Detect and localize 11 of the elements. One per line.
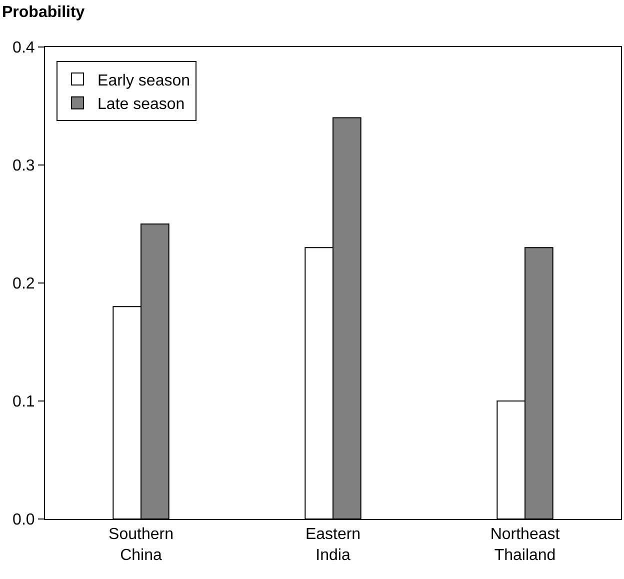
y-tick-label: 0.0 [12,512,35,529]
y-tick-label: 0.4 [12,40,35,57]
x-tick-label: Eastern India [305,526,361,564]
legend-label: Late season [98,96,185,114]
y-tick-label: 0.3 [12,158,35,175]
x-tick-label: Southern China [108,526,174,564]
y-axis-title: Probability [2,4,85,21]
y-tick-label: 0.1 [12,394,35,411]
y-tick-label: 0.2 [12,276,35,293]
legend-label: Early season [98,72,190,90]
x-tick-label: Northeast Thailand [490,526,560,564]
